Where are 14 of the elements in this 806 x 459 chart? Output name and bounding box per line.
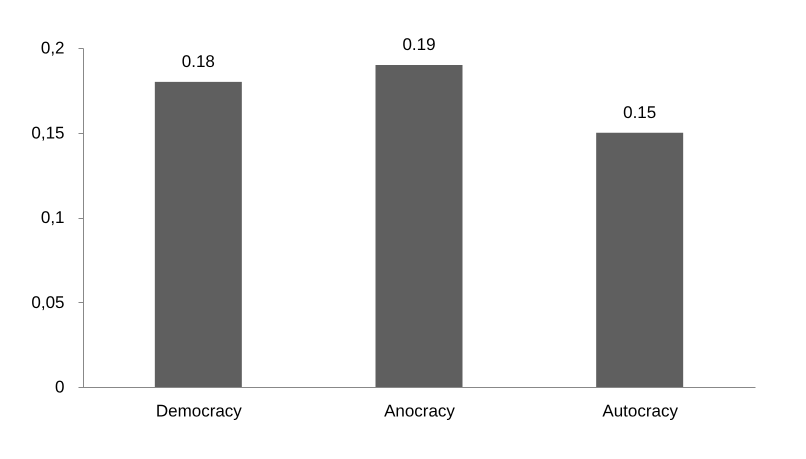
- data-label: 0.15: [623, 102, 656, 122]
- x-tick-label: Anocracy: [384, 402, 456, 420]
- y-tick-label: 0: [55, 378, 64, 396]
- x-tick-label: Autocracy: [602, 402, 678, 420]
- data-label: 0.18: [182, 52, 215, 71]
- bar: [376, 64, 462, 387]
- y-tick-label: 0,2: [40, 38, 64, 58]
- x-tick-label: Democracy: [156, 402, 242, 420]
- y-tick-label: 0,1: [40, 208, 64, 227]
- y-tick-label: 0,15: [31, 123, 64, 142]
- data-label: 0.19: [402, 34, 436, 54]
- y-tick-label: 0,05: [31, 292, 64, 312]
- bar: [596, 132, 684, 387]
- bar: [154, 82, 242, 387]
